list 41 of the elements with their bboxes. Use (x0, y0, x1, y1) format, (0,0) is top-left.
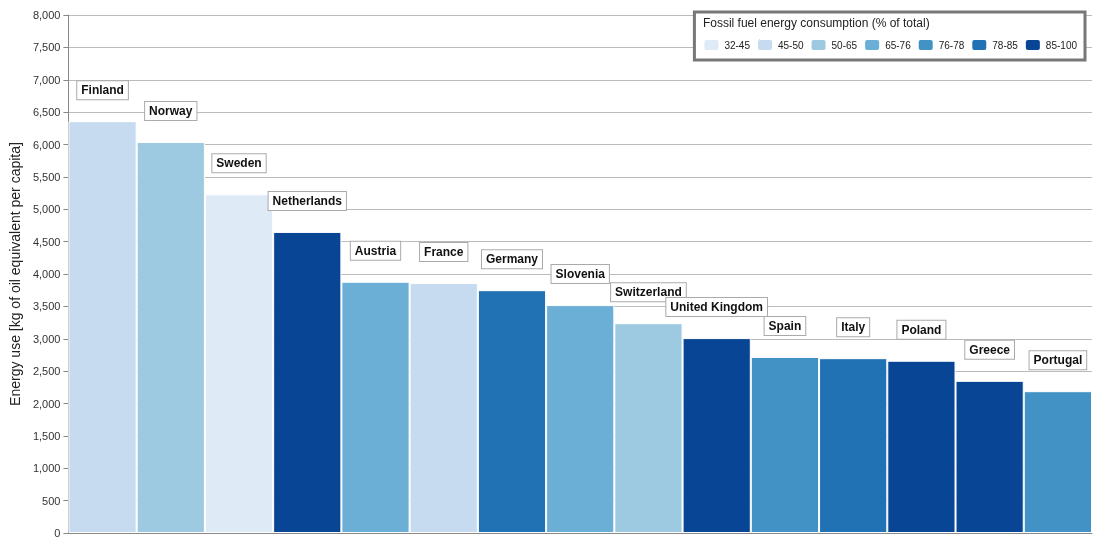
y-tick-label: 5,000 (32, 203, 61, 216)
x-tick-label: Netherlands (272, 193, 343, 208)
x-tick-label: Greece (969, 342, 1011, 357)
x-tick-label: Slovenia (555, 267, 606, 282)
y-tick-label: 4,500 (32, 235, 61, 248)
legend-title: Fossil fuel energy consumption (% of total) (702, 15, 930, 30)
legend-label: 32-45 (724, 39, 751, 51)
x-tick-label: Spain (768, 318, 802, 333)
y-tick-label: 0 (54, 527, 61, 539)
x-tick-label: Portugal (1033, 353, 1083, 368)
x-tick-label: Finland (81, 83, 124, 98)
y-tick-label: 5,500 (32, 170, 61, 183)
legend-label: 45-50 (777, 39, 804, 51)
x-tick-label: Germany (485, 252, 539, 267)
legend-label: 65-76 (885, 39, 912, 51)
x-tick-label: Switzerland (615, 285, 682, 300)
y-tick-label: 2,500 (32, 365, 61, 378)
legend-label: 78-85 (992, 39, 1019, 51)
y-tick-label: 3,500 (32, 300, 61, 313)
y-tick-label: 1,500 (32, 429, 61, 442)
y-tick-label: 7,500 (32, 41, 61, 54)
legend-label: 50-65 (831, 39, 858, 51)
y-axis-title: Energy use [kg of oil equivalent per capita] (7, 142, 23, 406)
legend-label: 76-78 (938, 39, 965, 51)
legend-label: 85-100 (1045, 39, 1078, 51)
y-tick-label: 7,000 (32, 73, 61, 86)
y-tick-label: 1,000 (32, 462, 61, 475)
x-tick-label: Norway (149, 103, 193, 118)
y-tick-label: 2,000 (32, 397, 61, 410)
x-tick-label: United Kingdom (670, 300, 764, 315)
y-tick-label: 3,000 (32, 332, 61, 345)
x-tick-label: Italy (841, 320, 866, 335)
y-tick-label: 6,500 (32, 106, 61, 119)
x-tick-label: Austria (354, 243, 397, 258)
y-tick-label: 8,000 (32, 9, 61, 21)
y-tick-label: 4,000 (32, 268, 61, 280)
y-tick-label: 500 (42, 494, 61, 507)
x-tick-label: France (424, 245, 464, 260)
y-tick-label: 6,000 (32, 138, 61, 151)
x-tick-label: Poland (901, 322, 942, 337)
x-tick-label: Sweden (216, 156, 262, 171)
